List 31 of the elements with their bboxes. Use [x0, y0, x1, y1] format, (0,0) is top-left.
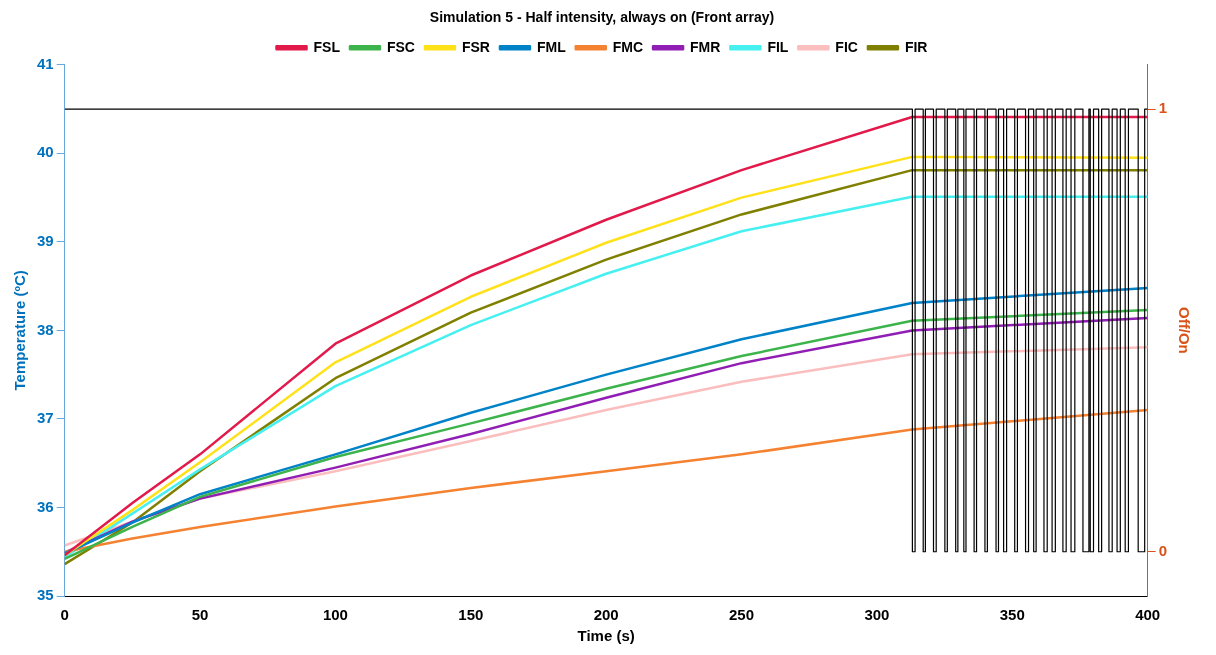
y-tick-label: 37 — [37, 409, 54, 427]
y-tick-label: 38 — [37, 320, 54, 338]
legend-label: FSC — [386, 38, 415, 55]
y2-axis-title: Off/On — [1175, 307, 1193, 354]
legend-label: FIC — [835, 38, 858, 55]
y2-tick-label: 0 — [1158, 541, 1167, 559]
x-tick-label: 300 — [864, 606, 890, 624]
legend-label: FSR — [461, 38, 490, 55]
x-tick-label: 350 — [999, 606, 1025, 624]
y-tick-label: 41 — [37, 54, 54, 72]
legend-label: FML — [536, 38, 567, 55]
chart-title: Simulation 5 - Half intensity, always on (Front array) — [429, 9, 775, 26]
y-tick-label: 36 — [37, 497, 54, 515]
x-tick-label: 250 — [729, 606, 755, 624]
x-tick-label: 400 — [1135, 606, 1161, 624]
x-tick-label: 50 — [191, 606, 209, 624]
y-tick-label: 39 — [37, 232, 54, 250]
legend-label: FIL — [767, 38, 789, 55]
x-tick-label: 150 — [458, 606, 484, 624]
legend-label: FMR — [690, 38, 721, 55]
x-axis-title: Time (s) — [577, 627, 635, 645]
y-axis-title: Temperature (ºC) — [11, 270, 29, 391]
x-tick-label: 200 — [593, 606, 619, 624]
y2-tick-label: 1 — [1158, 99, 1167, 117]
legend-label: FIR — [904, 38, 928, 55]
y-tick-label: 35 — [37, 586, 54, 604]
legend-label: FSL — [313, 38, 341, 55]
x-tick-label: 0 — [60, 606, 69, 624]
x-tick-label: 100 — [322, 606, 348, 624]
y-tick-label: 40 — [37, 143, 54, 161]
legend-label: FMC — [612, 38, 644, 55]
